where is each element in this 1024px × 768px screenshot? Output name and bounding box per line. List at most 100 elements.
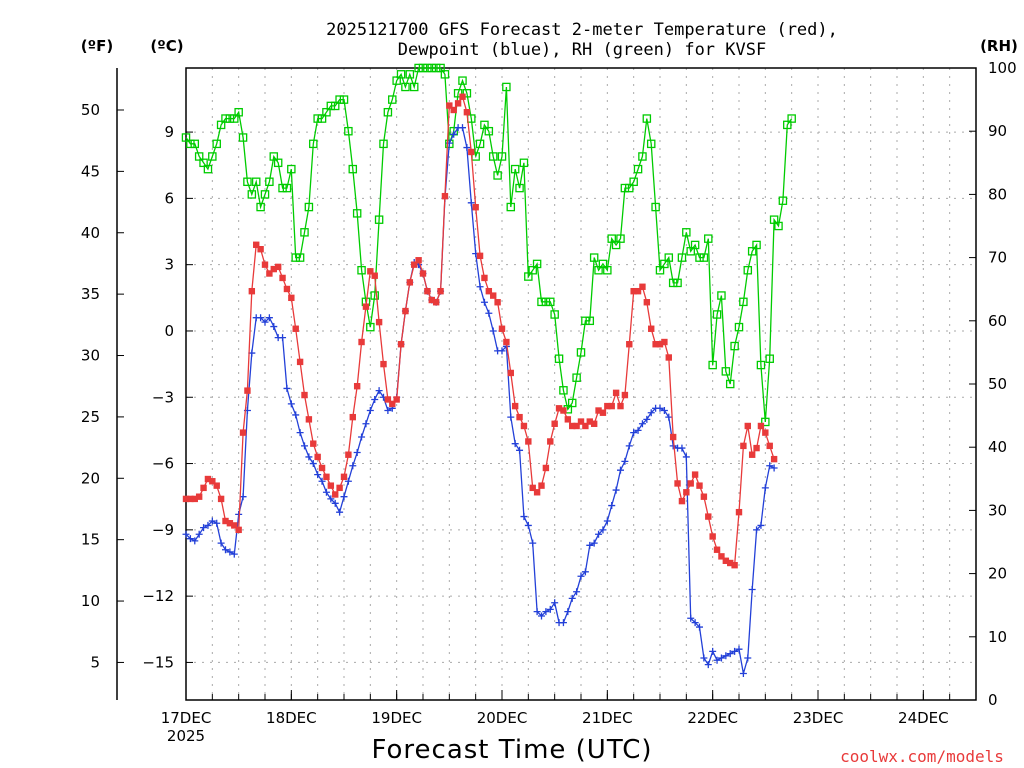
rh-tick-label: 60 — [988, 312, 1007, 330]
rh-point — [230, 114, 239, 123]
dewpoint-point — [647, 409, 655, 417]
rh-point — [769, 215, 779, 224]
temperature-point — [213, 482, 220, 489]
temperature-point — [485, 287, 493, 295]
rh-point — [203, 164, 213, 174]
temperature-point — [327, 482, 335, 489]
dewpoint-point — [344, 477, 352, 485]
rh-point — [295, 253, 305, 262]
temperature-point — [411, 261, 418, 268]
temperature-point — [507, 369, 514, 377]
rh-point — [717, 291, 726, 300]
dewpoint-point — [296, 429, 304, 437]
rh-point — [524, 272, 533, 281]
dewpoint-point — [489, 327, 497, 335]
celsius-axis: 9 6 3 0 −3 −6 −9 −12 −15 — [142, 123, 193, 671]
series-square — [182, 93, 778, 569]
dewpoint-point — [612, 486, 620, 494]
dewpoint-point — [353, 449, 361, 457]
rh-point — [629, 177, 638, 187]
rh-point — [589, 253, 599, 262]
chart-title-line-2: Dewpoint (blue), RH (green) for KVSF — [398, 40, 766, 60]
dewpoint-point — [516, 446, 524, 454]
temperature-point — [577, 418, 585, 425]
temperature-point — [415, 257, 422, 264]
dewpoint-point — [761, 484, 769, 492]
temperature-point — [490, 292, 497, 299]
credit-link[interactable]: coolwx.com/models — [840, 747, 1004, 766]
temperature-point — [375, 318, 383, 326]
rh-tick-label: 40 — [988, 438, 1007, 456]
temperature-point — [222, 517, 229, 525]
rh-point — [405, 70, 415, 79]
temperature-point — [244, 387, 251, 394]
temperature-point — [630, 287, 637, 295]
dewpoint-point — [467, 199, 475, 207]
rh-unit-label: (RH) — [980, 37, 1018, 55]
temperature-point — [608, 402, 615, 410]
dewpoint-point — [704, 661, 712, 669]
temperature-point — [288, 294, 295, 302]
rh-point — [352, 209, 362, 218]
rh-point — [458, 76, 467, 85]
series-plus — [182, 124, 778, 677]
temperature-point — [669, 433, 677, 441]
temperature-point — [555, 405, 563, 412]
dewpoint-point — [603, 517, 611, 525]
dewpoint-point — [327, 495, 335, 503]
temperature-point — [757, 422, 765, 430]
rh-tick-label: 90 — [988, 122, 1007, 140]
rh-point — [664, 253, 674, 262]
temperature-point — [713, 546, 721, 553]
dewpoint-point — [595, 530, 603, 538]
dewpoint-point — [371, 395, 379, 403]
dewpoint-point — [726, 650, 734, 658]
temperature-point — [345, 451, 352, 458]
rh-tick-label: 30 — [988, 501, 1007, 519]
temperature-point — [209, 478, 216, 485]
rh-point — [379, 139, 388, 149]
rh-point — [686, 247, 695, 256]
temperature-point — [762, 429, 769, 436]
celsius-tick-label: −15 — [142, 653, 174, 671]
rh-point — [423, 63, 432, 73]
rh-point — [208, 152, 217, 161]
temperature-point — [582, 422, 589, 430]
rh-point — [756, 360, 766, 370]
rh-point — [265, 177, 274, 187]
rh-point — [366, 322, 375, 332]
celsius-unit-label: (ºC) — [150, 37, 183, 55]
time-tick-label: 17DEC — [161, 709, 212, 727]
rh-point — [660, 259, 669, 269]
rh-point — [243, 177, 252, 187]
rh-point — [502, 82, 511, 92]
fahrenheit-tick-label: 45 — [81, 162, 100, 180]
temperature-point — [661, 338, 668, 346]
rh-point — [396, 70, 406, 79]
temperature-point — [503, 338, 510, 346]
dewpoint-point — [331, 499, 339, 507]
temperature-point — [353, 383, 361, 390]
dewpoint-point — [770, 464, 778, 472]
rh-point — [199, 158, 208, 168]
rh-point — [673, 278, 682, 288]
temperature-point — [691, 471, 699, 478]
temperature-point — [586, 418, 593, 425]
rh-point — [532, 259, 542, 269]
temperature-point — [283, 285, 291, 293]
dewpoint-point — [682, 453, 690, 461]
temperature-point — [525, 438, 532, 445]
temperature-point — [393, 396, 400, 403]
fahrenheit-tick-label: 20 — [81, 469, 100, 487]
temperature-point — [182, 495, 190, 503]
dewpoint-point — [463, 144, 471, 152]
temperature-point — [257, 246, 264, 253]
temperature-point — [195, 493, 203, 500]
dewpoint-point — [660, 407, 668, 415]
celsius-tick-label: 6 — [164, 189, 174, 207]
temperature-point — [332, 491, 339, 498]
temperature-point — [639, 283, 646, 290]
dewpoint-point — [586, 541, 594, 549]
